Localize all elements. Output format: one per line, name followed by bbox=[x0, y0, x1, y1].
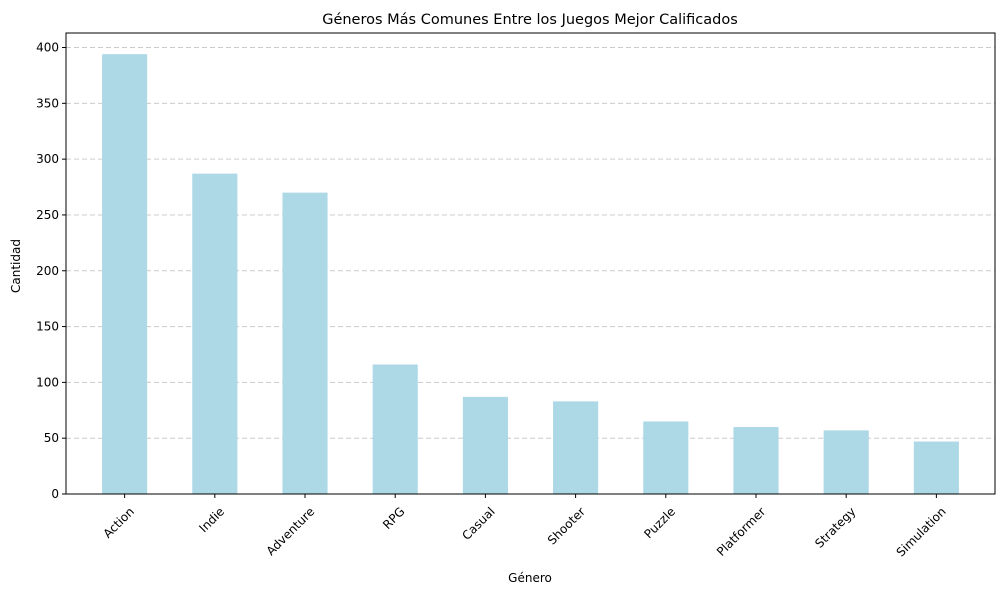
chart-title: Géneros Más Comunes Entre los Juegos Mej… bbox=[322, 12, 738, 28]
x-tick-label: Action bbox=[100, 504, 136, 540]
x-tick-label: Adventure bbox=[264, 504, 318, 558]
bar-simulation bbox=[913, 441, 959, 494]
y-tick-label: 150 bbox=[36, 320, 59, 334]
y-tick-label: 200 bbox=[36, 264, 59, 278]
y-axis: 0 50 100 150 200 250 300 350 400 bbox=[36, 41, 66, 501]
bar-action bbox=[102, 54, 148, 495]
y-tick-label: 50 bbox=[44, 431, 59, 445]
bar-adventure bbox=[282, 192, 328, 494]
bar-rpg bbox=[372, 364, 418, 494]
bar-puzzle bbox=[643, 421, 689, 494]
y-tick-label: 100 bbox=[36, 375, 59, 389]
x-axis-title: Género bbox=[508, 571, 552, 585]
bar-casual bbox=[462, 396, 508, 494]
y-tick-label: 0 bbox=[51, 487, 59, 501]
x-axis: Action Indie Adventure RPG Casual Shooter Puzz… bbox=[100, 494, 949, 560]
x-tick-label: Simulation bbox=[894, 504, 949, 559]
bar-shooter bbox=[553, 401, 599, 494]
bar-platformer bbox=[733, 427, 779, 494]
bars bbox=[102, 54, 959, 495]
x-tick-label: RPG bbox=[380, 504, 407, 531]
bar-indie bbox=[192, 173, 238, 494]
x-tick-label: Shooter bbox=[545, 504, 588, 547]
x-tick-label: Puzzle bbox=[641, 504, 678, 541]
x-tick-label: Casual bbox=[459, 504, 497, 542]
x-tick-label: Platformer bbox=[714, 504, 768, 558]
x-tick-label: Indie bbox=[196, 504, 227, 535]
y-tick-label: 350 bbox=[36, 96, 59, 110]
x-tick-label: Strategy bbox=[812, 504, 858, 550]
y-tick-label: 250 bbox=[36, 208, 59, 222]
y-tick-label: 400 bbox=[36, 41, 59, 55]
plot-frame bbox=[65, 32, 996, 495]
y-tick-label: 300 bbox=[36, 152, 59, 166]
bar-strategy bbox=[823, 430, 869, 494]
y-axis-title: Cantidad bbox=[9, 239, 23, 293]
